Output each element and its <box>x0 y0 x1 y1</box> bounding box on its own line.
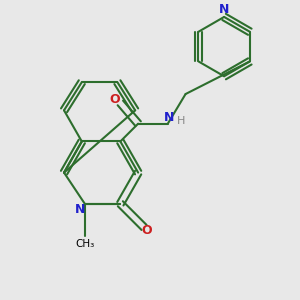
Text: CH₃: CH₃ <box>75 239 94 249</box>
Text: O: O <box>142 224 152 237</box>
Text: H: H <box>177 116 185 126</box>
Text: O: O <box>109 94 120 106</box>
Text: N: N <box>75 203 86 216</box>
Text: N: N <box>219 3 229 16</box>
Text: N: N <box>164 111 175 124</box>
